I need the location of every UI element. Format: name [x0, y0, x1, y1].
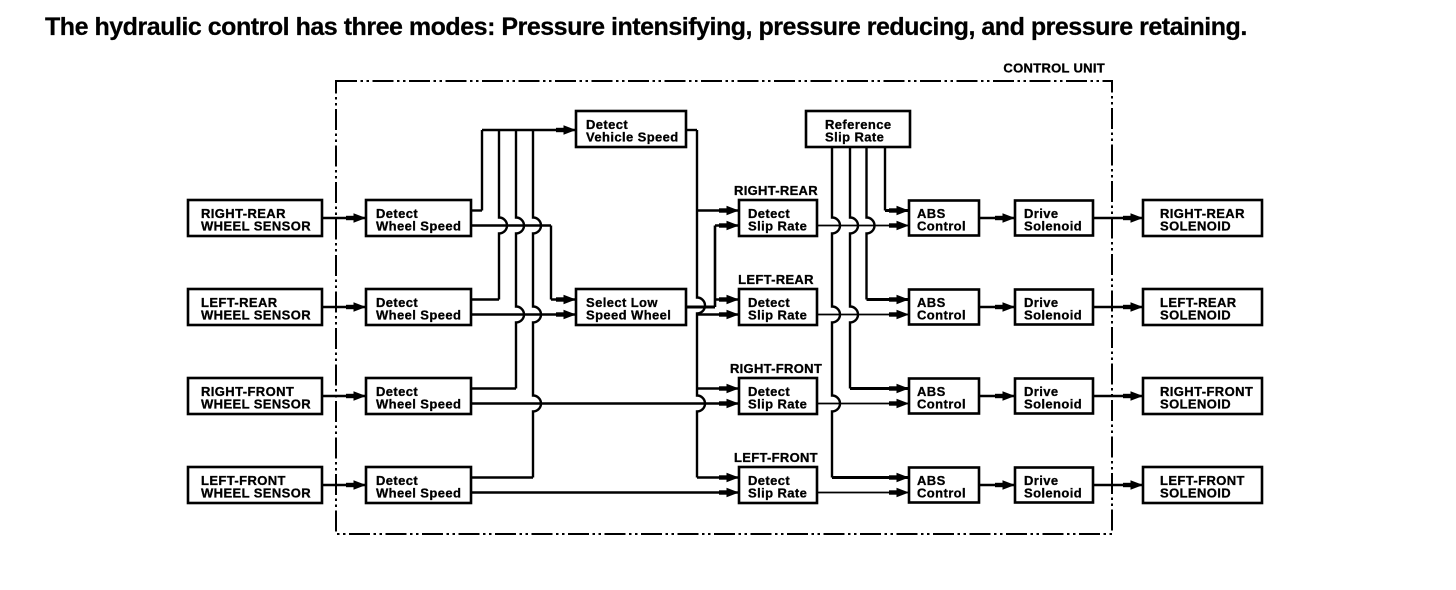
svg-text:LEFT-FRONT: LEFT-FRONT — [734, 450, 818, 465]
svg-text:RIGHT-FRONT: RIGHT-FRONT — [730, 361, 822, 376]
svg-text:Drive: Drive — [1024, 206, 1059, 221]
svg-text:SOLENOID: SOLENOID — [1160, 219, 1231, 234]
svg-text:RIGHT-FRONT: RIGHT-FRONT — [1160, 384, 1253, 399]
svg-text:Vehicle Speed: Vehicle Speed — [586, 130, 679, 145]
svg-text:Detect: Detect — [586, 117, 628, 132]
svg-text:RIGHT-FRONT: RIGHT-FRONT — [201, 384, 294, 399]
svg-text:ABS: ABS — [917, 295, 946, 310]
svg-text:Solenoid: Solenoid — [1024, 397, 1082, 412]
svg-text:Slip Rate: Slip Rate — [748, 308, 807, 323]
svg-text:CONTROL UNIT: CONTROL UNIT — [1003, 61, 1105, 76]
svg-text:RIGHT-REAR: RIGHT-REAR — [734, 183, 818, 198]
svg-text:Detect: Detect — [376, 384, 418, 399]
svg-text:Solenoid: Solenoid — [1024, 486, 1082, 501]
svg-text:Wheel Speed: Wheel Speed — [376, 219, 461, 234]
svg-text:Detect: Detect — [748, 206, 790, 221]
svg-text:Reference: Reference — [825, 117, 891, 132]
svg-text:LEFT-REAR: LEFT-REAR — [1160, 295, 1237, 310]
svg-text:ABS: ABS — [917, 206, 946, 221]
svg-text:WHEEL SENSOR: WHEEL SENSOR — [201, 486, 311, 501]
svg-text:LEFT-FRONT: LEFT-FRONT — [201, 473, 286, 488]
svg-text:RIGHT-REAR: RIGHT-REAR — [201, 206, 286, 221]
svg-text:Slip Rate: Slip Rate — [825, 130, 884, 145]
svg-text:Detect: Detect — [376, 206, 418, 221]
svg-text:Speed Wheel: Speed Wheel — [586, 308, 671, 323]
svg-text:Detect: Detect — [748, 384, 790, 399]
svg-text:ABS: ABS — [917, 384, 946, 399]
svg-text:Solenoid: Solenoid — [1024, 308, 1082, 323]
svg-text:LEFT-REAR: LEFT-REAR — [738, 272, 814, 287]
svg-text:Slip Rate: Slip Rate — [748, 486, 807, 501]
svg-text:ABS: ABS — [917, 473, 946, 488]
svg-text:Wheel Speed: Wheel Speed — [376, 397, 461, 412]
svg-text:Control: Control — [917, 219, 966, 234]
svg-text:Slip Rate: Slip Rate — [748, 397, 807, 412]
svg-text:LEFT-REAR: LEFT-REAR — [201, 295, 278, 310]
svg-text:LEFT-FRONT: LEFT-FRONT — [1160, 473, 1245, 488]
svg-text:WHEEL SENSOR: WHEEL SENSOR — [201, 219, 311, 234]
svg-text:RIGHT-REAR: RIGHT-REAR — [1160, 206, 1245, 221]
svg-text:Control: Control — [917, 486, 966, 501]
svg-text:Slip Rate: Slip Rate — [748, 219, 807, 234]
svg-text:WHEEL SENSOR: WHEEL SENSOR — [201, 397, 311, 412]
svg-text:Select Low: Select Low — [586, 295, 658, 310]
svg-text:Wheel Speed: Wheel Speed — [376, 308, 461, 323]
svg-text:SOLENOID: SOLENOID — [1160, 486, 1231, 501]
svg-text:Drive: Drive — [1024, 473, 1059, 488]
svg-text:SOLENOID: SOLENOID — [1160, 397, 1231, 412]
svg-text:Detect: Detect — [748, 473, 790, 488]
svg-text:Detect: Detect — [376, 473, 418, 488]
svg-text:Control: Control — [917, 397, 966, 412]
svg-text:Wheel Speed: Wheel Speed — [376, 486, 461, 501]
svg-text:SOLENOID: SOLENOID — [1160, 308, 1231, 323]
svg-text:Control: Control — [917, 308, 966, 323]
svg-text:Drive: Drive — [1024, 384, 1059, 399]
svg-text:The hydraulic control has thre: The hydraulic control has three modes: P… — [45, 13, 1247, 41]
svg-text:Solenoid: Solenoid — [1024, 219, 1082, 234]
svg-text:Drive: Drive — [1024, 295, 1059, 310]
svg-text:Detect: Detect — [376, 295, 418, 310]
svg-text:Detect: Detect — [748, 295, 790, 310]
svg-text:WHEEL SENSOR: WHEEL SENSOR — [201, 308, 311, 323]
